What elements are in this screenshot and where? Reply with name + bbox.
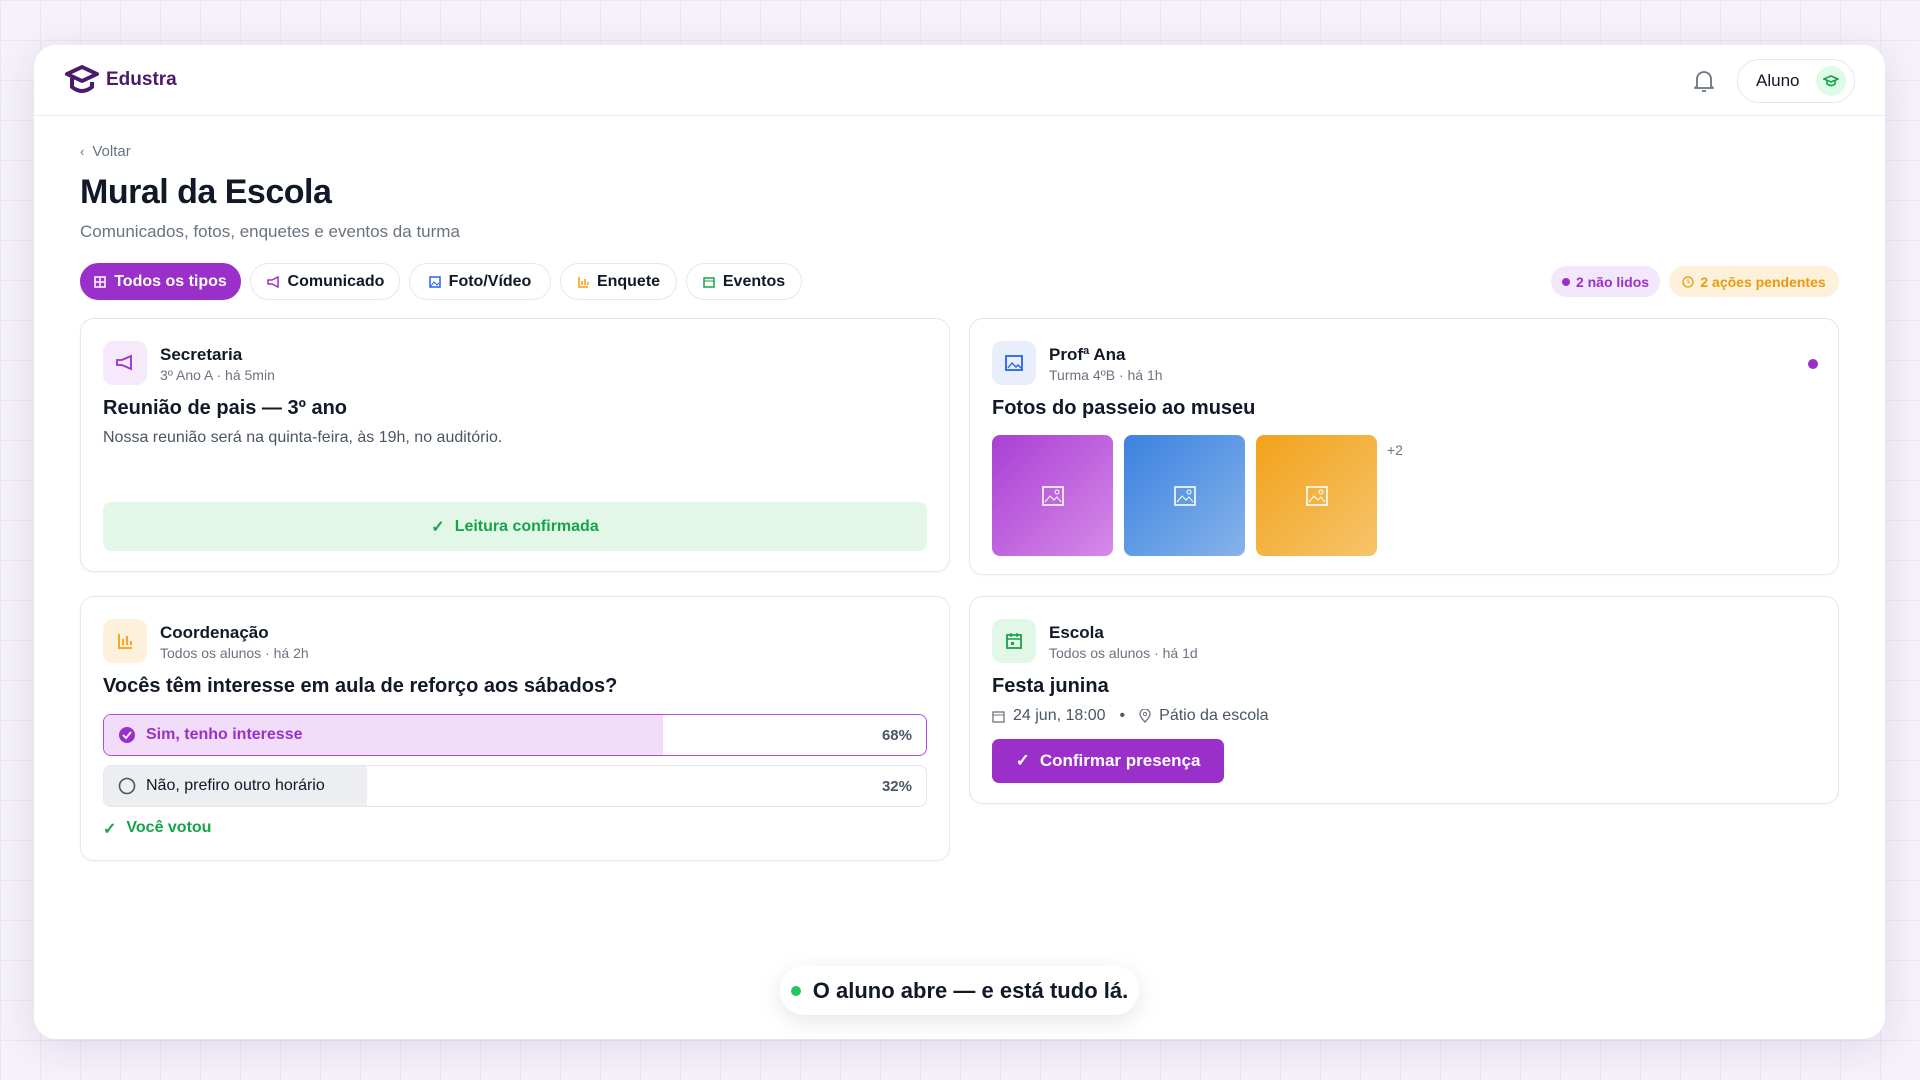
status-label: Você votou — [126, 819, 212, 836]
user-avatar — [1816, 66, 1846, 96]
button-label: Confirmar presença — [1039, 751, 1201, 770]
filter-pill[interactable]: Enquete — [560, 263, 677, 300]
poll-card[interactable]: Coordenação Todos os alunos · há 2h Você… — [80, 596, 950, 861]
post-icon — [992, 619, 1036, 663]
user-menu[interactable]: Aluno — [1737, 59, 1855, 103]
filter-pill[interactable]: Comunicado — [250, 263, 400, 300]
post-author: Profª Ana — [1049, 345, 1126, 364]
post-card[interactable]: Secretaria 3º Ano A · há 5min Reunião de… — [80, 318, 950, 572]
status-label: Leitura confirmada — [454, 517, 599, 535]
event-card[interactable]: Escola Todos os alunos · há 1d Festa jun… — [969, 596, 1839, 804]
confirm-button[interactable]: ✓ Confirmar presença — [992, 739, 1224, 783]
option-percent: 68% — [881, 726, 912, 744]
logo — [65, 65, 99, 93]
caption-text: O aluno abre — e está tudo lá. — [812, 977, 1129, 1003]
vote-status: ✓ Você votou — [103, 819, 212, 838]
badge-label: 2 ações pendentes — [1700, 273, 1826, 290]
poll-option[interactable]: Não, prefiro outro horário 32% — [103, 765, 927, 807]
post-title: Reunião de pais — 3º ano — [103, 397, 348, 419]
post-card[interactable]: Profª Ana Turma 4ºB · há 1h Fotos do pas… — [969, 318, 1839, 575]
filter-pill[interactable]: Foto/Vídeo — [409, 263, 551, 300]
option-percent: 32% — [881, 777, 912, 795]
post-title: Festa junina — [992, 675, 1109, 697]
app-window: Edustra Aluno ‹ Voltar Mural da Escola Co… — [34, 45, 1885, 1039]
poll-question: Vocês têm interesse em aula de reforço a… — [103, 675, 618, 697]
unread-badge[interactable]: 2 não lidos — [1551, 266, 1660, 297]
page-subtitle: Comunicados, fotos, enquetes e eventos d… — [80, 222, 460, 241]
post-meta: Todos os alunos · há 1d — [1049, 645, 1198, 661]
caption: O aluno abre — e está tudo lá. — [780, 966, 1139, 1015]
filter-label: Todos os tipos — [114, 272, 227, 290]
poll-bar — [104, 766, 368, 806]
event-date: 24 jun, 18:00 — [1013, 707, 1106, 724]
radio-checked — [119, 727, 135, 743]
post-meta: 3º Ano A · há 5min — [160, 367, 275, 383]
option-label: Não, prefiro outro horário — [146, 777, 325, 794]
event-place: Pátio da escola — [1159, 707, 1269, 724]
read-status: ✓ Leitura confirmada — [103, 502, 927, 551]
unread-dot — [1808, 359, 1818, 369]
filter-label: Foto/Vídeo — [448, 272, 532, 290]
poll-option[interactable]: Sim, tenho interesse 68% — [103, 714, 927, 756]
back-label: Voltar — [92, 143, 131, 160]
event-details: 24 jun, 18:00 • Pátio da escola — [992, 707, 1269, 725]
brand[interactable]: Edustra — [64, 64, 177, 96]
photo-thumb[interactable] — [1124, 435, 1245, 556]
post-meta: Todos os alunos · há 2h — [160, 645, 309, 661]
post-meta: Turma 4ºB · há 1h — [1049, 367, 1163, 383]
back-link[interactable]: ‹ Voltar — [80, 143, 131, 160]
post-author: Coordenação — [160, 623, 269, 642]
post-body: Nossa reunião será na quinta-feira, às 1… — [103, 429, 503, 446]
badge-label: 2 não lidos — [1575, 273, 1650, 290]
post-icon — [103, 619, 147, 663]
post-author: Secretaria — [160, 345, 243, 364]
post-icon — [992, 341, 1036, 385]
brand-name: Edustra — [106, 69, 177, 90]
filter-label: Enquete — [596, 272, 661, 290]
header: Edustra Aluno — [34, 45, 1885, 116]
post-author: Escola — [1049, 623, 1104, 642]
filter-pill[interactable]: Todos os tipos — [80, 263, 241, 300]
option-label: Sim, tenho interesse — [146, 726, 303, 743]
user-role: Aluno — [1756, 71, 1800, 90]
photo-thumb[interactable] — [992, 435, 1113, 556]
more-photos[interactable]: +2 — [1387, 442, 1403, 458]
radio — [118, 777, 136, 795]
page-title: Mural da Escola — [80, 173, 332, 211]
filter-label: Comunicado — [287, 272, 385, 290]
poll-bar — [104, 715, 663, 755]
filter-pill[interactable]: Eventos — [686, 263, 802, 300]
photo-thumb[interactable] — [1256, 435, 1377, 556]
notifications-button[interactable] — [1692, 68, 1716, 94]
pending-badge[interactable]: 2 ações pendentes — [1669, 266, 1839, 297]
filter-label: Eventos — [722, 272, 786, 290]
post-icon — [103, 341, 147, 385]
post-title: Fotos do passeio ao museu — [992, 397, 1256, 419]
